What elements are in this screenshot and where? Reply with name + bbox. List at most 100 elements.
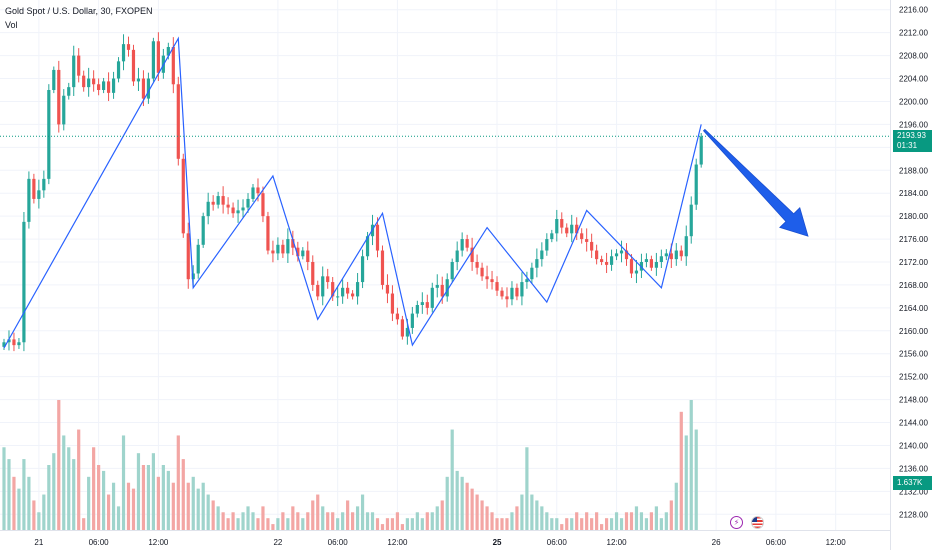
volume-bar <box>639 512 644 530</box>
volume-bar <box>241 512 245 530</box>
candle-body <box>604 262 609 265</box>
volume-bar <box>181 459 185 530</box>
volume-bar <box>430 512 434 530</box>
candle-body <box>351 293 355 297</box>
candle-body <box>634 270 639 274</box>
candle-body <box>385 284 390 294</box>
price-tick-label: 2208.00 <box>899 52 928 61</box>
volume-bar <box>27 476 31 530</box>
volume-bar <box>624 512 629 530</box>
volume-bar <box>460 476 464 530</box>
us-flag-icon[interactable] <box>751 516 764 529</box>
candle-body <box>17 342 21 346</box>
zigzag-wave-drawing[interactable] <box>3 36 702 349</box>
candle-body <box>609 256 614 265</box>
volume-bar <box>435 506 439 530</box>
price-tick-label: 2200.00 <box>899 97 928 106</box>
candle-body <box>590 241 594 251</box>
price-tick-label: 2172.00 <box>899 258 928 267</box>
volume-bar <box>151 453 155 530</box>
candle-body <box>281 244 285 254</box>
volume-bar <box>510 512 514 530</box>
candle-body <box>425 302 429 308</box>
candle-body <box>336 296 340 298</box>
volume-bar <box>67 447 71 530</box>
time-axis[interactable]: 21 06:00 12:00 22 06:00 12:00 25 06:00 12:00 26 06… <box>0 530 932 548</box>
volume-bar <box>400 524 404 530</box>
candle-body <box>296 247 300 257</box>
volume-bar <box>176 435 180 530</box>
candle-body <box>146 78 151 99</box>
candle-body <box>191 273 195 280</box>
volume-bar <box>395 512 400 530</box>
volume-bar <box>82 518 86 530</box>
volume-bar <box>550 518 554 530</box>
volume-bar <box>7 459 11 530</box>
candle-body <box>331 282 335 297</box>
candle-body <box>525 279 529 283</box>
volume-bar <box>286 518 290 530</box>
candle-body <box>206 201 210 217</box>
volume-bar <box>311 500 315 530</box>
volume-bar <box>351 512 355 530</box>
volume-bar <box>390 518 395 530</box>
volume-bar <box>649 512 653 530</box>
candle-body <box>12 339 16 346</box>
candle-body <box>286 239 290 254</box>
candle-body <box>82 75 86 88</box>
volume-bar <box>405 518 409 530</box>
candle-body <box>201 216 205 245</box>
volume-bar <box>47 465 51 530</box>
candle-body <box>166 47 170 56</box>
candle-body <box>261 193 265 217</box>
time-tick-label: 06:00 <box>328 538 349 547</box>
candle-body <box>121 44 126 62</box>
candle-body <box>585 239 589 242</box>
volume-bar <box>271 524 275 530</box>
volume-bar <box>505 518 509 530</box>
volume-bar <box>226 518 230 530</box>
candle-body <box>415 305 419 314</box>
volume-bar <box>57 400 61 530</box>
candle-body <box>92 78 96 85</box>
volume-bar <box>619 518 624 530</box>
volume-bar <box>77 429 81 530</box>
volume-bar <box>355 506 360 530</box>
candle-body <box>495 282 499 291</box>
candle-body <box>72 55 76 88</box>
volume-bar <box>276 518 280 530</box>
volume-bar <box>346 500 350 530</box>
candle-body <box>475 262 479 268</box>
candle-body <box>490 279 494 283</box>
volume-bar <box>659 518 663 530</box>
candle-body <box>62 95 66 125</box>
candle-body <box>664 253 668 257</box>
volume-bar <box>440 500 444 530</box>
candle-body <box>400 319 404 337</box>
candle-body <box>365 236 370 257</box>
price-tick-label: 2184.00 <box>899 189 928 198</box>
price-tick-label: 2196.00 <box>899 120 928 129</box>
volume-bar <box>106 494 111 530</box>
volume-bar <box>679 411 683 530</box>
volume-bar <box>375 518 380 530</box>
time-tick-label: 22 <box>273 538 282 547</box>
time-tick-label: 12:00 <box>148 538 169 547</box>
candle-body <box>465 239 469 248</box>
candle-body <box>126 44 131 50</box>
candle-body <box>111 78 116 93</box>
price-axis[interactable]: 2216.00 2212.00 2208.00 2204.00 2200.00 2196.… <box>890 0 929 550</box>
candle-body <box>395 313 400 320</box>
time-tick-label: 06:00 <box>766 538 787 547</box>
lightning-icon[interactable]: ⚡ <box>730 516 743 529</box>
time-tick-label: 26 <box>712 538 721 547</box>
volume-bar <box>694 429 698 530</box>
candle-body <box>649 259 653 268</box>
volume-bar <box>52 453 56 530</box>
volume-bar <box>246 506 250 530</box>
candle-body <box>600 259 604 262</box>
price-tick-label: 2152.00 <box>899 373 928 382</box>
volume-bar <box>445 476 449 530</box>
candle-body <box>360 256 365 283</box>
